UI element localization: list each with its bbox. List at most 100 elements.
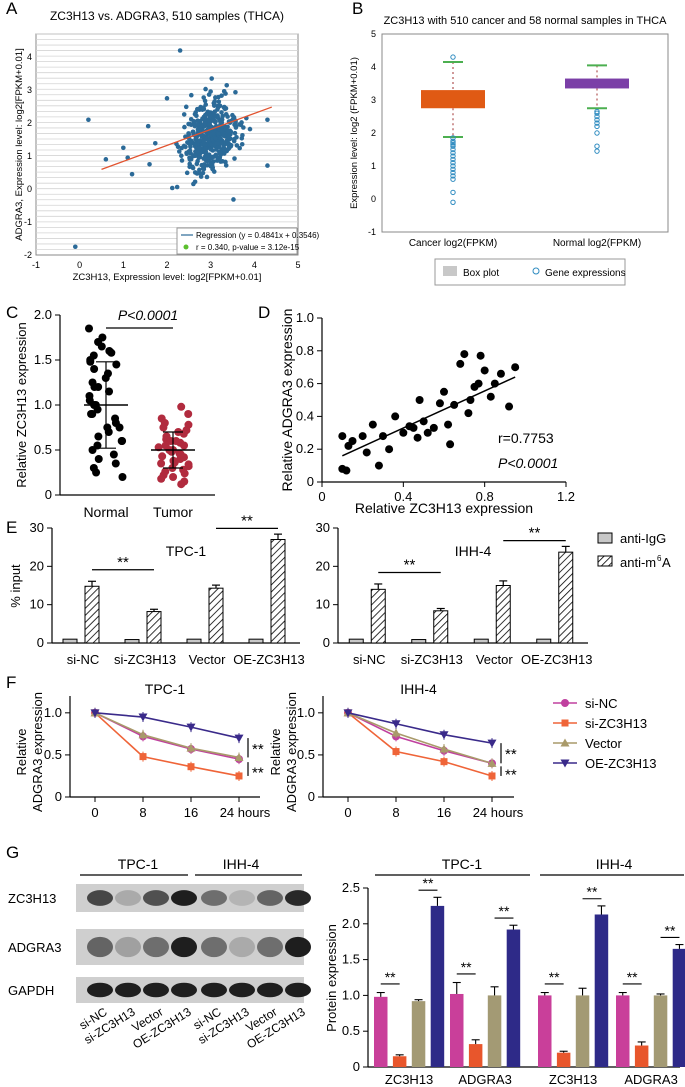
scatter-point-A xyxy=(231,197,236,202)
scatter-point-A xyxy=(199,122,204,128)
dot-C xyxy=(86,357,95,366)
scatter-point-D xyxy=(358,432,367,441)
legend-igg-E: anti-IgG xyxy=(620,531,666,546)
scatter-point-A xyxy=(219,110,224,115)
scatter-point-A xyxy=(219,128,224,133)
sig-star-G: ** xyxy=(385,969,396,985)
x-tick-F: 24 hours xyxy=(220,805,271,820)
y-tick-A: 1 xyxy=(27,151,32,161)
panel-G-blot: TPC-1 IHH-4ZC3H13ADGRA3GAPDHsi-NCsi-ZC3H1… xyxy=(8,856,311,1052)
outlier-B xyxy=(450,176,456,182)
dot-C xyxy=(177,480,186,489)
y-tick-D: 0.6 xyxy=(296,376,314,391)
panel-A: ZC3H13 vs. ADGRA3, 510 samples (THCA) -1 0… xyxy=(14,9,320,283)
dot-C xyxy=(92,468,101,477)
outlier-B xyxy=(450,199,456,206)
legend-marker-F xyxy=(561,719,569,727)
legend-gene-B: Gene expressions xyxy=(545,268,626,279)
blot-cell-line: TPC-1 xyxy=(118,856,159,872)
sig-star-G: ** xyxy=(549,969,560,985)
scatter-point-D xyxy=(385,445,394,454)
panel-label-F: F xyxy=(6,673,16,692)
scatter-point-A xyxy=(204,174,210,180)
scatter-point-A xyxy=(202,153,208,159)
scatter-point-A xyxy=(179,153,184,158)
dot-C xyxy=(90,365,99,373)
scatter-point-A xyxy=(121,145,126,151)
scatter-point-A xyxy=(218,140,224,146)
scatter-point-A xyxy=(189,92,194,98)
y-tick-F: 0.5 xyxy=(297,747,315,762)
scatter-point-D xyxy=(435,399,444,408)
scatter-point-D xyxy=(446,440,455,449)
scatter-point-A xyxy=(169,185,175,191)
y-tick-A: 4 xyxy=(27,52,32,62)
scatter-point-A xyxy=(188,140,194,145)
bar-G xyxy=(411,1001,426,1067)
dot-C xyxy=(180,441,189,450)
scatter-point-D xyxy=(368,420,377,429)
marker-F xyxy=(90,709,100,718)
scatter-point-A xyxy=(233,123,239,129)
scatter-point-A xyxy=(216,99,222,105)
cell-line-G: IHH-4 xyxy=(596,856,633,872)
panel-C: 0 0.5 1.0 1.5 2.0 Relative ZC3H13 expression N… xyxy=(14,307,215,520)
scatter-point-A xyxy=(232,156,237,161)
blot-band xyxy=(229,982,255,998)
scatter-point-A xyxy=(237,145,242,151)
y-tick-C: 1.5 xyxy=(34,352,52,367)
series-line-F xyxy=(347,712,493,777)
series-line-F xyxy=(94,712,240,777)
y-label-F1b: ADGRA3 expression xyxy=(30,692,45,812)
scatter-point-A xyxy=(213,95,218,100)
scatter-point-A xyxy=(220,113,225,119)
y-tick-E: 0 xyxy=(323,635,330,650)
x-category-E: Vector xyxy=(189,652,227,667)
blot-band xyxy=(229,890,255,906)
y-tick-B: 0 xyxy=(371,194,376,204)
blot-row-label: GAPDH xyxy=(8,983,54,998)
blot-band xyxy=(171,936,197,958)
bar-G xyxy=(468,1044,483,1067)
y-tick-D: 0 xyxy=(307,474,314,489)
x-tick-A: 1 xyxy=(121,260,126,270)
scatter-point-D xyxy=(456,359,465,368)
blot-band xyxy=(115,936,141,958)
scatter-point-A xyxy=(200,170,206,176)
outlier-B xyxy=(594,120,600,126)
x-category-G: ZC3H13 xyxy=(385,1072,433,1087)
x-category-E: Vector xyxy=(476,652,514,667)
x-category-C: Tumor xyxy=(153,504,193,520)
y-tick-B: -1 xyxy=(368,227,376,237)
legend-box-B xyxy=(443,266,457,276)
bar-igg-E xyxy=(186,638,202,644)
bar-igg-E xyxy=(473,638,489,644)
bar-G xyxy=(653,995,668,1067)
legend-dot-A xyxy=(183,244,189,250)
sig-star-E: ** xyxy=(117,554,129,571)
blot-band xyxy=(87,936,113,958)
scatter-point-D xyxy=(474,379,483,388)
series-line-F xyxy=(347,712,493,765)
scatter-point-A xyxy=(207,132,213,137)
scatter-point-A xyxy=(192,143,198,149)
legend-label-F: Vector xyxy=(585,736,623,751)
blot-band xyxy=(257,890,283,906)
dot-C xyxy=(184,410,193,418)
scatter-point-D xyxy=(444,420,453,429)
series-line-F xyxy=(94,712,240,759)
marker-F xyxy=(234,734,244,743)
legend-label-F: OE-ZC3H13 xyxy=(585,756,657,771)
dot-C xyxy=(161,441,170,450)
blot-band xyxy=(285,936,311,958)
scatter-point-A xyxy=(206,138,211,143)
y-tick-G: 1.0 xyxy=(342,987,360,1002)
marker-F xyxy=(343,709,353,718)
marker-F xyxy=(186,743,196,752)
outlier-B xyxy=(450,160,456,166)
scatter-point-A xyxy=(103,157,109,162)
dot-C xyxy=(85,324,94,333)
y-tick-G: 2.5 xyxy=(342,880,360,895)
scatter-point-A xyxy=(176,149,182,154)
panel-F-2: 0 0.5 1.0 0 8 16 24 hours IHH-4 ** ** xyxy=(297,681,524,820)
